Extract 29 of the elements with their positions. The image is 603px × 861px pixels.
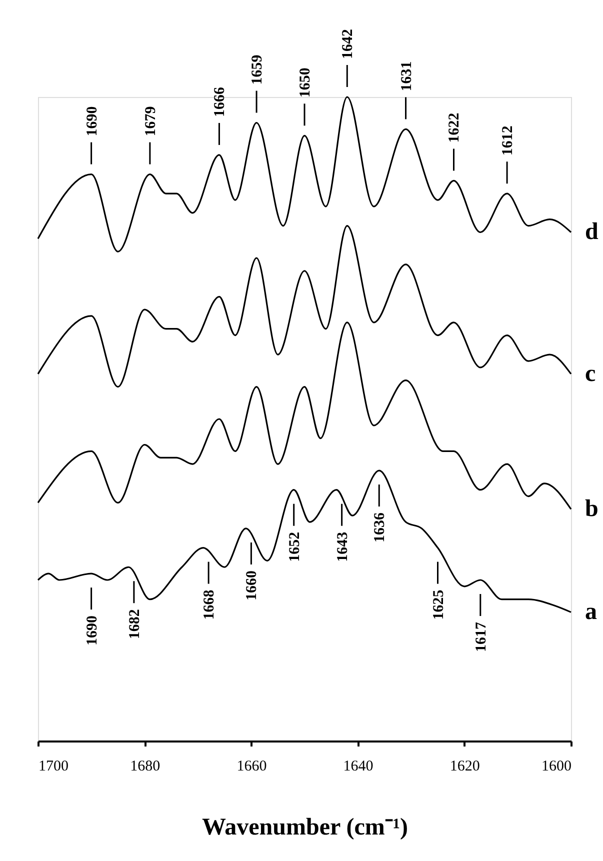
x-tick-label: 1660 — [236, 758, 267, 774]
annotation: 1625 — [430, 590, 447, 620]
annotation: 1617 — [473, 622, 490, 652]
annotation: 1612 — [500, 126, 516, 156]
annotation: 1643 — [334, 532, 351, 562]
annotation: 1682 — [126, 609, 143, 640]
x-tick-label: 1600 — [542, 758, 572, 774]
annotation: 1652 — [286, 532, 303, 562]
series-label: b — [585, 496, 598, 522]
x-axis-title: Wavenumber (cm⁻¹) — [202, 814, 408, 840]
annotation: 1636 — [372, 512, 388, 543]
series-label: a — [585, 599, 597, 626]
annotation: 1659 — [250, 54, 266, 85]
annotation: 1642 — [340, 29, 356, 59]
x-tick-label: 1640 — [343, 758, 374, 774]
x-tick-label: 1700 — [38, 758, 68, 774]
x-tick-label: 1620 — [450, 758, 480, 774]
annotation: 1690 — [84, 106, 100, 136]
annotation: 1650 — [298, 68, 314, 98]
annotation: 1666 — [212, 86, 228, 117]
annotation: 1622 — [446, 112, 463, 143]
series-label: d — [585, 219, 599, 246]
annotation: 1690 — [84, 616, 100, 646]
annotation: 1668 — [202, 590, 218, 620]
annotation: 1631 — [398, 61, 415, 92]
annotation: 1679 — [142, 106, 159, 136]
annotation: 1660 — [244, 570, 260, 600]
x-tick-label: 1680 — [130, 758, 160, 774]
series-label: c — [585, 360, 596, 387]
